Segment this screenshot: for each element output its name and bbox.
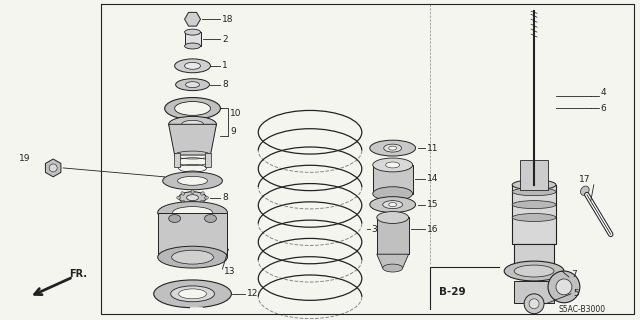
Text: 6: 6	[601, 104, 607, 113]
Text: FR.: FR.	[69, 269, 87, 279]
Bar	[372, 165, 413, 194]
Ellipse shape	[169, 214, 180, 222]
Ellipse shape	[154, 280, 232, 308]
Text: 15: 15	[426, 200, 438, 209]
Ellipse shape	[580, 186, 589, 196]
Ellipse shape	[163, 172, 223, 190]
Ellipse shape	[388, 203, 397, 207]
Bar	[205, 153, 211, 167]
Text: 2: 2	[223, 35, 228, 44]
Ellipse shape	[205, 214, 216, 222]
Text: S5AC-B3000: S5AC-B3000	[559, 305, 606, 314]
Text: 19: 19	[19, 154, 31, 163]
Ellipse shape	[512, 188, 556, 196]
Text: 5: 5	[573, 289, 579, 298]
Circle shape	[548, 271, 580, 303]
Ellipse shape	[184, 62, 200, 69]
Ellipse shape	[512, 201, 556, 209]
Text: 13: 13	[225, 267, 236, 276]
Ellipse shape	[187, 195, 198, 201]
Bar	[184, 32, 200, 46]
Bar	[512, 185, 556, 244]
Ellipse shape	[370, 197, 415, 212]
Text: 8: 8	[223, 80, 228, 89]
Ellipse shape	[384, 144, 402, 152]
Circle shape	[529, 299, 539, 309]
Text: 4: 4	[601, 88, 607, 97]
Ellipse shape	[512, 213, 556, 221]
Ellipse shape	[377, 212, 408, 223]
Text: 1: 1	[223, 61, 228, 70]
Bar	[377, 218, 408, 254]
Ellipse shape	[175, 101, 211, 116]
Ellipse shape	[178, 176, 207, 185]
Text: 14: 14	[426, 174, 438, 183]
Ellipse shape	[386, 162, 399, 168]
Text: 3: 3	[372, 225, 378, 234]
Circle shape	[524, 294, 544, 314]
Ellipse shape	[182, 120, 204, 128]
Ellipse shape	[179, 192, 207, 204]
Polygon shape	[377, 254, 408, 268]
Text: 7: 7	[571, 270, 577, 279]
Ellipse shape	[504, 261, 564, 281]
Ellipse shape	[372, 158, 413, 172]
Ellipse shape	[184, 43, 200, 49]
Ellipse shape	[372, 187, 413, 201]
Ellipse shape	[49, 164, 57, 172]
Ellipse shape	[175, 59, 211, 73]
Polygon shape	[169, 124, 216, 155]
Ellipse shape	[512, 180, 556, 190]
Text: 12: 12	[247, 289, 259, 298]
Text: 10: 10	[230, 109, 242, 118]
Bar	[520, 160, 548, 190]
Ellipse shape	[201, 192, 204, 195]
Ellipse shape	[175, 79, 209, 91]
Text: 18: 18	[223, 15, 234, 24]
Ellipse shape	[177, 196, 180, 199]
Ellipse shape	[181, 192, 184, 195]
Ellipse shape	[201, 200, 204, 204]
Ellipse shape	[514, 265, 554, 277]
Ellipse shape	[388, 146, 397, 150]
Ellipse shape	[186, 82, 200, 88]
Ellipse shape	[164, 98, 220, 119]
Text: 11: 11	[426, 144, 438, 153]
Text: 17: 17	[579, 175, 590, 184]
Ellipse shape	[179, 289, 207, 299]
Ellipse shape	[173, 207, 212, 219]
Text: 9: 9	[230, 127, 236, 136]
Ellipse shape	[205, 196, 209, 199]
Ellipse shape	[169, 116, 216, 132]
Ellipse shape	[157, 202, 227, 223]
Text: 8: 8	[223, 193, 228, 202]
Text: 16: 16	[426, 225, 438, 234]
Ellipse shape	[370, 140, 415, 156]
Ellipse shape	[171, 286, 214, 302]
Ellipse shape	[383, 264, 403, 272]
Ellipse shape	[172, 250, 214, 264]
Bar	[514, 281, 554, 303]
Text: B-29: B-29	[440, 287, 466, 297]
Bar	[514, 244, 554, 271]
Ellipse shape	[181, 200, 184, 204]
Ellipse shape	[191, 190, 194, 194]
Ellipse shape	[184, 29, 200, 35]
Circle shape	[556, 279, 572, 295]
Bar	[173, 153, 180, 167]
Bar	[157, 212, 227, 257]
Ellipse shape	[157, 246, 227, 268]
Ellipse shape	[191, 202, 194, 206]
Ellipse shape	[383, 201, 403, 209]
